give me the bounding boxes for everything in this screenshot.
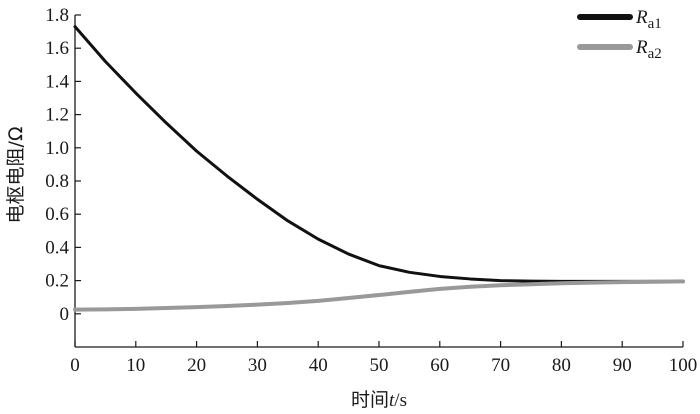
y-tick-label: 1.8 [45, 5, 69, 26]
y-tick-label: 0.2 [45, 271, 69, 292]
y-tick-label: 1.4 [45, 71, 69, 92]
y-tick-label: 1.2 [45, 105, 69, 126]
x-tick-label: 30 [248, 355, 267, 376]
y-tick-label: 0 [60, 304, 70, 325]
x-tick-label: 10 [126, 355, 145, 376]
series-lines [73, 25, 685, 312]
legend-label-sub: a1 [648, 16, 662, 32]
legend-label-sub: a2 [648, 46, 662, 62]
x-tick-label: 90 [613, 355, 632, 376]
x-tick-label: 0 [70, 355, 80, 376]
x-tick-label: 70 [491, 355, 510, 376]
y-tick-label: 0.8 [45, 171, 69, 192]
axes [74, 15, 683, 348]
y-tick-label: 0.4 [45, 237, 69, 258]
series-line-Ra2 [73, 279, 685, 312]
y-tick-label: 1.6 [45, 38, 69, 59]
x-tick-label: 50 [370, 355, 389, 376]
x-ticks: 0 10 20 30 40 50 60 70 80 90 100 [70, 341, 697, 376]
legend-label-Ra2: Ra2 [635, 37, 662, 62]
x-axis-title-var: t [389, 390, 395, 411]
x-tick-label: 80 [552, 355, 571, 376]
y-tick-label: 1.0 [45, 138, 69, 159]
y-tick-label: 0.6 [45, 204, 69, 225]
x-tick-label: 100 [669, 355, 698, 376]
x-tick-label: 40 [309, 355, 328, 376]
x-tick-label: 60 [430, 355, 449, 376]
x-axis-title-prefix: 时间 [351, 389, 389, 411]
y-ticks: 0 0.2 0.4 0.6 0.8 1.0 1.2 1.4 1.6 1.8 [45, 5, 81, 325]
legend-label-var: R [635, 7, 648, 28]
x-axis-title: 时间t/s [351, 389, 407, 411]
x-tick-label: 20 [187, 355, 206, 376]
legend-label-var: R [635, 37, 648, 58]
series-line-Ra1 [73, 25, 685, 283]
legend-label-Ra1: Ra1 [635, 7, 662, 32]
y-axis-title: 电枢电阻/Ω [5, 127, 27, 224]
x-axis-title-unit: /s [394, 390, 407, 411]
